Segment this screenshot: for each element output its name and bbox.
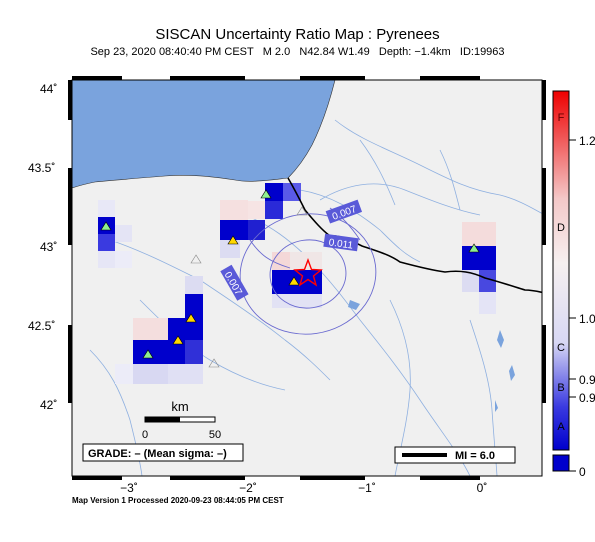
lon-axis-labels: −3˚ −2˚ −1˚ 0˚ bbox=[120, 481, 487, 495]
colorbar-letter: A bbox=[557, 421, 565, 433]
station-marker bbox=[208, 358, 220, 368]
reservoirs bbox=[348, 300, 515, 412]
lat-label: 42.5˚ bbox=[28, 319, 55, 333]
scalebar-end: 50 bbox=[209, 429, 221, 441]
lat-axis-labels: 44˚ 43.5˚ 43˚ 42.5˚ 42˚ bbox=[28, 82, 57, 412]
colorbar-value: 1.0 bbox=[579, 312, 595, 326]
colorbar-value: 1.2 bbox=[579, 134, 595, 148]
colorbar-value: 0.9 bbox=[579, 391, 595, 405]
mi-legend: MI = 6.0 bbox=[394, 446, 516, 464]
mi-legend-text: MI = 6.0 bbox=[455, 450, 495, 462]
epicenter-star bbox=[293, 257, 323, 287]
station-marker bbox=[288, 276, 300, 286]
event-location: N42.84 W1.49 bbox=[299, 46, 370, 58]
station-marker bbox=[190, 254, 202, 264]
processing-footer: Map Version 1 Processed 2020-09-23 08:44… bbox=[72, 496, 284, 505]
station-marker bbox=[100, 221, 112, 231]
scalebar-start: 0 bbox=[142, 429, 148, 441]
scalebar-unit: km bbox=[171, 399, 188, 414]
colorbar-value: 0.9 bbox=[579, 373, 595, 387]
station-marker bbox=[172, 335, 184, 345]
event-date: Sep 23, 2020 08:40:40 PM CEST bbox=[90, 46, 254, 58]
station-marker bbox=[260, 189, 272, 199]
colorbar-letter: B bbox=[557, 382, 564, 394]
event-id: ID:19963 bbox=[459, 46, 505, 58]
lat-label: 44˚ bbox=[40, 82, 57, 96]
colorbar-letter: C bbox=[557, 342, 565, 354]
ocean-area bbox=[72, 80, 336, 189]
event-magnitude: M 2.0 bbox=[262, 46, 291, 58]
country-border bbox=[287, 177, 542, 294]
colorbar-letter: F bbox=[558, 112, 565, 124]
event-depth: Depth: −1.4km bbox=[378, 46, 451, 58]
lon-label: −1˚ bbox=[358, 481, 376, 495]
station-marker bbox=[296, 206, 308, 216]
station-marker bbox=[468, 243, 480, 253]
lon-label: −3˚ bbox=[120, 481, 138, 495]
stations bbox=[100, 189, 480, 368]
station-marker bbox=[142, 349, 154, 359]
colorbar: F D C B A 1.2 1.0 0.9 0.9 0 bbox=[552, 90, 595, 479]
map-frame bbox=[68, 76, 546, 480]
lon-label: 0˚ bbox=[477, 481, 488, 495]
grade-text: GRADE: – (Mean sigma: –) bbox=[88, 448, 227, 460]
lat-label: 43˚ bbox=[40, 240, 57, 254]
event-subtitle: Sep 23, 2020 08:40:40 PM CEST M 2.0 N42.… bbox=[0, 46, 595, 58]
contour-label: 0.011 bbox=[328, 237, 354, 251]
lon-label: −2˚ bbox=[239, 481, 257, 495]
map-title: SISCAN Uncertainty Ratio Map : Pyrenees bbox=[155, 26, 440, 43]
grade-box: GRADE: – (Mean sigma: –) bbox=[82, 443, 244, 462]
station-marker bbox=[185, 313, 197, 323]
scalebar: km 0 50 bbox=[142, 399, 221, 441]
station-marker bbox=[227, 235, 239, 245]
colorbar-letter: D bbox=[557, 222, 565, 234]
lat-label: 43.5˚ bbox=[28, 161, 55, 175]
lat-label: 42˚ bbox=[40, 398, 57, 412]
colorbar-value: 0 bbox=[579, 465, 586, 479]
